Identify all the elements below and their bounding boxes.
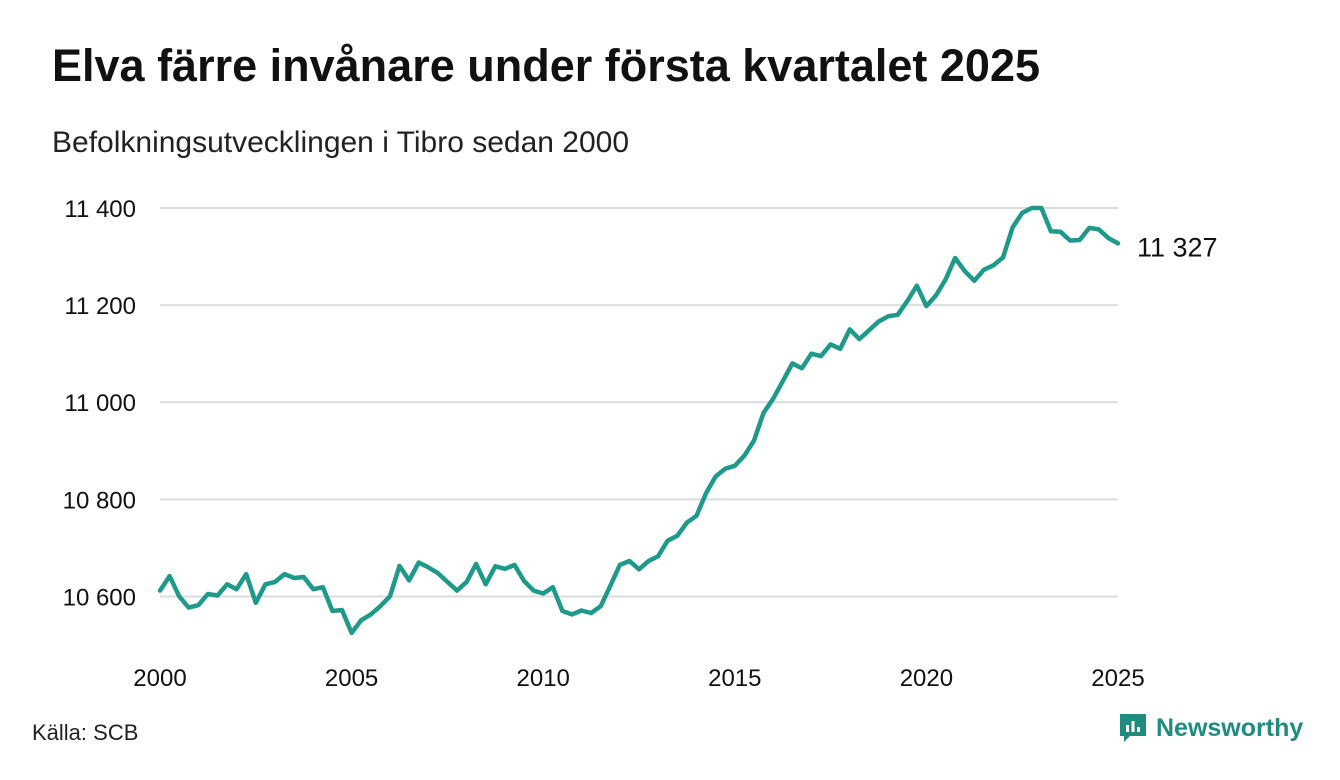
y-tick-label: 11 000 — [64, 390, 136, 417]
newsworthy-logo[interactable]: Newsworthy — [1118, 712, 1303, 744]
x-tick-label: 2000 — [133, 665, 186, 692]
x-tick-label: 2010 — [517, 665, 570, 692]
source-note: Källa: SCB — [32, 720, 139, 745]
newsworthy-logo-icon — [1120, 714, 1146, 742]
y-tick-label: 11 200 — [64, 293, 136, 320]
gridlines — [160, 207, 1118, 598]
x-axis-ticks: 2000 2005 2010 2015 2020 2025 — [133, 665, 1144, 692]
chart-subtitle: Befolkningsutvecklingen i Tibro sedan 20… — [52, 126, 630, 159]
x-tick-label: 2025 — [1091, 665, 1144, 692]
y-tick-label: 10 600 — [63, 584, 136, 611]
y-tick-label: 10 800 — [63, 487, 136, 514]
population-line — [157, 205, 1121, 636]
x-tick-label: 2020 — [900, 665, 953, 692]
chart-title: Elva färre invånare under första kvartal… — [52, 40, 1041, 91]
series-layer — [157, 205, 1121, 636]
x-tick-label: 2015 — [708, 665, 761, 692]
end-value-label: 11 327 — [1137, 232, 1218, 262]
y-tick-label: 11 400 — [64, 196, 136, 223]
x-tick-label: 2005 — [325, 665, 378, 692]
y-axis-ticks: 10 600 10 800 11 000 11 200 11 400 — [63, 196, 136, 611]
brand-name: Newsworthy — [1156, 713, 1304, 742]
